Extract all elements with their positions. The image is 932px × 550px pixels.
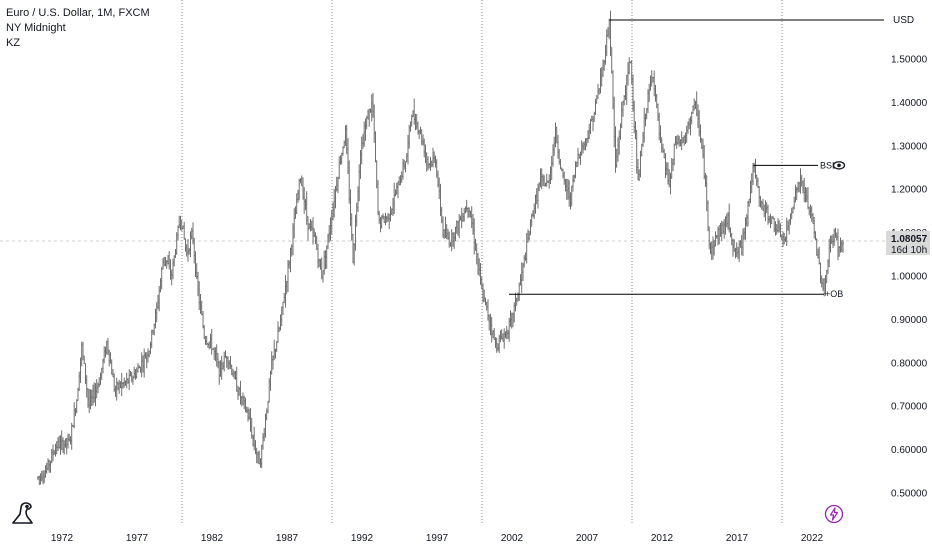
usd-label: USD <box>893 15 914 26</box>
price-tick-label: 0.90000 <box>891 315 928 326</box>
price-tick-label: 1.40000 <box>891 98 928 109</box>
period-separators <box>181 0 783 525</box>
last-price-value: 1.08057 <box>891 234 928 245</box>
chart-legend: Euro / U.S. Dollar, 1M, FXCM NY Midnight… <box>6 6 150 51</box>
price-tick-label: 0.80000 <box>891 358 928 369</box>
ohlc-bars <box>37 10 844 486</box>
time-tick-label: 1992 <box>351 533 374 544</box>
bar-countdown: 16d 10h <box>891 245 927 256</box>
bsl-label: BSL <box>820 160 837 170</box>
time-axis[interactable]: 1972 1977 1982 1987 1992 1997 2002 2007 2012 2017… <box>51 533 824 544</box>
annotation-lines: USD BSL +OB <box>509 15 914 299</box>
time-tick-label: 1972 <box>51 533 74 544</box>
price-tick-label: 1.50000 <box>891 55 928 66</box>
lightning-bolt-icon[interactable] <box>824 504 844 524</box>
time-tick-label: 2022 <box>801 533 824 544</box>
time-tick-label: 2012 <box>651 533 674 544</box>
price-tick-label: 0.70000 <box>891 402 928 413</box>
time-tick-label: 1982 <box>201 533 224 544</box>
symbol-title[interactable]: Euro / U.S. Dollar, 1M, FXCM <box>6 7 150 19</box>
price-tick-label: 1.00000 <box>891 272 928 283</box>
price-tick-label: 0.60000 <box>891 445 928 456</box>
price-tick-label: 1.30000 <box>891 141 928 152</box>
time-tick-label: 1987 <box>276 533 299 544</box>
price-tag-box <box>886 231 930 256</box>
dinosaur-logo-icon[interactable] <box>10 500 36 526</box>
price-series <box>37 10 844 486</box>
time-tick-label: 1977 <box>126 533 149 544</box>
time-tick-label: 1997 <box>426 533 449 544</box>
session-label: NY Midnight <box>6 22 66 34</box>
time-tick-label: 2017 <box>726 533 749 544</box>
price-tick-label: 0.50000 <box>891 489 928 500</box>
price-tick-label: 1.20000 <box>891 185 928 196</box>
time-tick-label: 2007 <box>576 533 599 544</box>
indicator-label[interactable]: KZ <box>6 37 21 49</box>
time-tick-label: 2002 <box>501 533 524 544</box>
price-axis[interactable]: 0.50000 0.60000 0.70000 0.80000 0.90000 1.000… <box>891 55 928 500</box>
ob-label: +OB <box>825 289 843 299</box>
eye-icon[interactable] <box>832 161 846 170</box>
